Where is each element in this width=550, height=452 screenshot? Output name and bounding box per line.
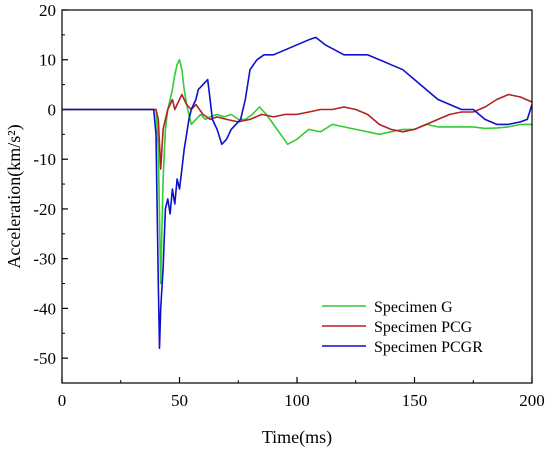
- y-tick-label: -30: [33, 250, 56, 269]
- y-tick-label: 0: [48, 100, 57, 119]
- y-tick-label: -40: [33, 299, 56, 318]
- y-ticks: 20 10 0 -10 -20 -30 -40 -50: [33, 1, 68, 368]
- legend: Specimen G Specimen PCG Specimen PCGR: [322, 299, 483, 356]
- x-tick-label: 0: [58, 391, 67, 410]
- series-line-2: [62, 93, 533, 170]
- plot-frame: [61, 9, 533, 384]
- x-axis-label: Time(ms): [262, 427, 332, 448]
- y-tick-label: 10: [39, 51, 56, 70]
- y-tick-label: 20: [39, 1, 56, 20]
- x-tick-label: 150: [402, 391, 428, 410]
- legend-label-3: Specimen PCGR: [374, 339, 483, 356]
- x-ticks: 0 50 100 150 200: [58, 377, 545, 410]
- y-axis-label: Acceleration(km/s²): [4, 124, 25, 268]
- legend-label-2: Specimen PCG: [374, 319, 473, 336]
- x-tick-label: 200: [519, 391, 545, 410]
- legend-label-1: Specimen G: [374, 299, 453, 316]
- x-tick-label: 50: [171, 391, 188, 410]
- x-tick-label: 100: [284, 391, 310, 410]
- y-tick-label: -10: [33, 150, 56, 169]
- series-line-1: [62, 58, 532, 285]
- series-lines: [62, 36, 533, 350]
- y-tick-label: -50: [33, 349, 56, 368]
- y-tick-label: -20: [33, 200, 56, 219]
- series-line-3: [62, 36, 533, 350]
